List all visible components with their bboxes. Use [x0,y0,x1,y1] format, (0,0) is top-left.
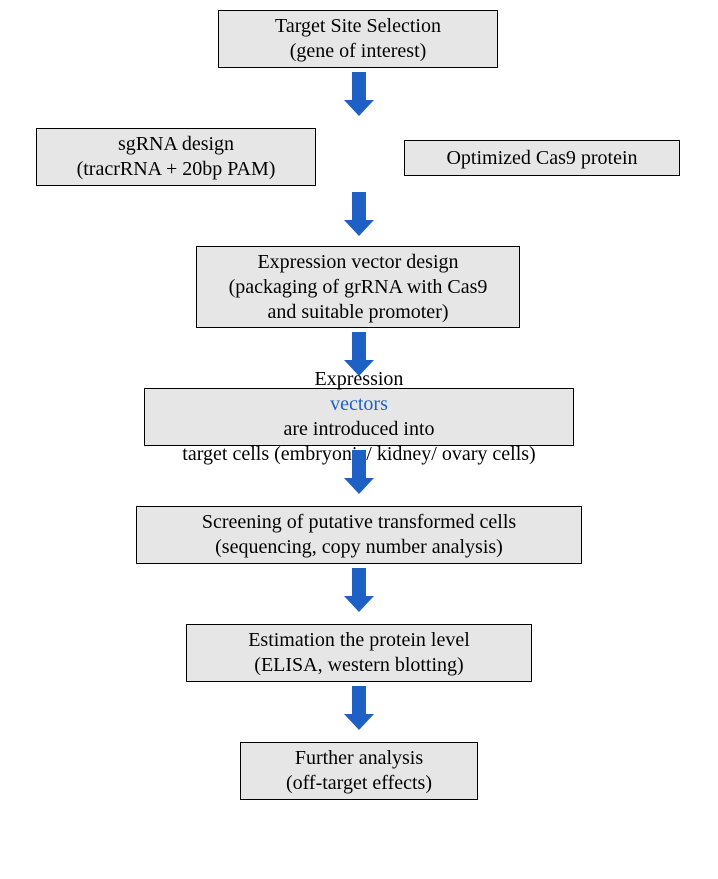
node-text: Estimation the protein level [248,628,470,653]
node-text: (off-target effects) [286,771,432,796]
node-protein-estimation: Estimation the protein level (ELISA, wes… [186,624,532,682]
node-text: Expression vectors are introduced into [182,367,535,442]
arrow-down-icon [344,450,374,494]
node-text: Expression vector design [229,250,488,275]
node-further-analysis: Further analysis (off-target effects) [240,742,478,800]
node-text: (sequencing, copy number analysis) [202,535,516,560]
node-text: (packaging of grRNA with Cas9 [229,275,488,300]
node-introduce-vectors: Expression vectors are introduced into t… [144,388,574,446]
node-text: Optimized Cas9 protein [446,146,637,171]
node-text-part: Expression [182,367,535,392]
node-text: (tracrRNA + 20bp PAM) [77,157,276,182]
node-vector-design: Expression vector design (packaging of g… [196,246,520,328]
node-text: Screening of putative transformed cells [202,510,516,535]
node-text: and suitable promoter) [229,300,488,325]
arrow-down-icon [344,686,374,730]
node-screening: Screening of putative transformed cells … [136,506,582,564]
node-text: sgRNA design [77,132,276,157]
node-target-site: Target Site Selection (gene of interest) [218,10,498,68]
vectors-link[interactable]: vectors [182,392,535,417]
arrow-down-icon [344,72,374,116]
node-text-part: are introduced into [182,417,535,442]
node-text: (ELISA, western blotting) [248,653,470,678]
flowchart-canvas: Target Site Selection (gene of interest)… [0,0,718,879]
node-text: Target Site Selection [275,14,441,39]
node-cas9-protein: Optimized Cas9 protein [404,140,680,176]
node-text: Further analysis [286,746,432,771]
arrow-down-icon [344,192,374,236]
node-text: (gene of interest) [275,39,441,64]
arrow-down-icon [344,568,374,612]
node-sgrna-design: sgRNA design (tracrRNA + 20bp PAM) [36,128,316,186]
